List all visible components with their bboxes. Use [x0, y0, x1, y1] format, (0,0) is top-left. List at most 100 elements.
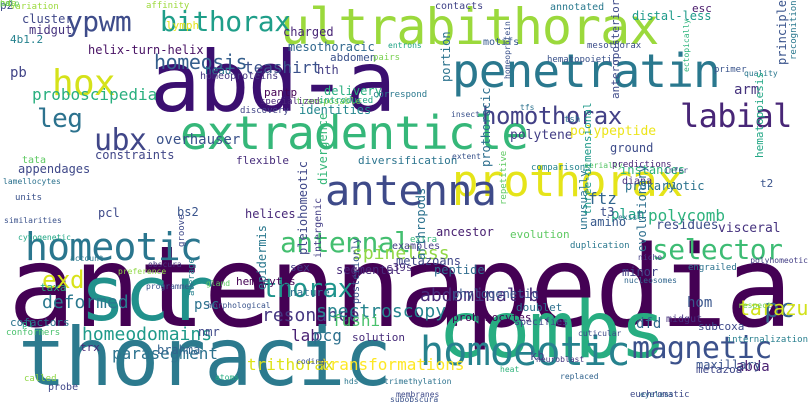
word-cloud-word: appendages — [18, 162, 91, 176]
word-cloud-word: instances — [620, 163, 686, 177]
word-cloud-word: repetitive — [499, 150, 509, 205]
word-cloud-word: variation — [10, 2, 59, 12]
word-cloud-word: subobscura — [390, 395, 439, 404]
word-cloud-word: lymph — [166, 19, 200, 32]
word-cloud-word: dfd — [636, 316, 662, 332]
word-cloud-word: evolution — [510, 228, 570, 241]
word-cloud-word: engrailed — [688, 263, 737, 273]
word-cloud-word: ultrabithorax — [280, 0, 659, 56]
word-cloud-word: hd — [0, 0, 11, 9]
word-cloud-word: helix-turn-helix — [88, 43, 204, 57]
word-cloud-word: pc — [764, 294, 795, 324]
word-cloud-word: divergence — [316, 112, 330, 185]
word-cloud-word: cluster — [22, 12, 73, 26]
word-cloud-word: serially — [584, 161, 623, 170]
word-cloud-word: conformers — [6, 328, 61, 338]
word-cloud-word: homeosis — [154, 50, 248, 74]
word-cloud-word: solution — [352, 331, 405, 344]
word-cloud-word: ancestor — [436, 225, 494, 239]
word-cloud-word: programmes — [146, 282, 195, 291]
word-cloud-word: coding — [296, 357, 325, 366]
word-cloud-word: quality — [744, 69, 778, 78]
word-cloud-word: amino — [590, 215, 627, 229]
word-cloud-word: tsh — [564, 115, 581, 125]
word-cloud-word: extradenticle — [180, 106, 529, 160]
word-cloud-word: t3 — [600, 205, 615, 219]
word-cloud-word: doublet — [516, 301, 563, 314]
word-cloud-word: epidermis — [255, 224, 269, 290]
word-cloud-word: transformations — [320, 355, 465, 374]
word-cloud-word: magnetic — [632, 331, 772, 366]
word-cloud-word: hox — [52, 63, 116, 104]
word-cloud-word: flexible — [236, 154, 289, 167]
word-cloud-word: palp — [0, 0, 20, 8]
word-cloud-word: portion — [439, 31, 453, 82]
word-cloud-word: nmr — [198, 325, 220, 339]
word-cloud-word: nature — [290, 286, 330, 299]
word-cloud-word: proboscipedia — [32, 85, 158, 104]
word-cloud-word: metazoa — [696, 363, 743, 376]
word-cloud-word: polyhomeotic — [750, 256, 808, 265]
word-cloud-word: prothoracic — [479, 87, 493, 167]
word-cloud-word: deformed — [42, 292, 129, 313]
word-cloud-word: pairs — [373, 53, 401, 63]
word-cloud-word: abdominal-b — [420, 285, 540, 306]
word-cloud-word: annotated — [550, 2, 605, 13]
word-cloud-word: maxillary — [696, 358, 762, 372]
word-cloud-word: groove — [177, 214, 187, 247]
word-cloud-word: t2 — [760, 177, 774, 190]
word-cloud-word: delivery — [324, 84, 382, 98]
word-cloud-word: polypeptide — [570, 124, 657, 139]
word-cloud-word: distal-less — [632, 9, 712, 23]
word-cloud-word: cofactors — [10, 316, 70, 329]
word-cloud-word: trithorax — [247, 355, 334, 374]
word-cloud-word: duplication — [570, 241, 630, 251]
word-cloud-word: pleiohomeotic — [296, 161, 310, 255]
word-cloud-word: homothorax — [482, 102, 622, 130]
word-cloud-word: lamellocytes — [3, 177, 61, 186]
word-cloud-word: comparisons — [531, 163, 591, 173]
word-cloud-word: obscura — [148, 260, 182, 269]
word-cloud-word: extra — [410, 235, 438, 245]
word-cloud-word: average — [187, 258, 197, 296]
word-cloud-word: taxa — [40, 281, 67, 294]
word-cloud-word: c39s — [386, 261, 413, 274]
word-cloud-word: thoracic — [18, 311, 392, 404]
word-cloud-word: pantp — [264, 86, 298, 99]
word-cloud-word: contacts — [435, 1, 484, 12]
word-cloud-word: entrons — [388, 41, 422, 50]
word-cloud-word: introduced — [319, 96, 374, 106]
word-cloud-word: combs — [438, 286, 667, 376]
word-cloud-word: hds — [344, 377, 359, 386]
word-cloud-word: membranes — [396, 390, 440, 399]
word-cloud-word: preference — [118, 267, 167, 276]
word-cloud-word: pb — [10, 65, 27, 81]
word-cloud-word: examples — [392, 241, 441, 252]
word-cloud-word: hematopoietic — [547, 55, 618, 65]
word-cloud-word: abdomen — [330, 51, 377, 64]
word-cloud-word: eyeless — [640, 390, 674, 399]
word-cloud-word: cytogenetic — [18, 233, 71, 242]
word-cloud-word: head — [205, 64, 232, 77]
word-cloud-word: predictions — [612, 160, 672, 170]
word-cloud-word: insect — [451, 110, 480, 119]
word-cloud-word: t1 — [665, 181, 678, 192]
word-cloud-word: affinity — [146, 1, 190, 11]
word-cloud-word: respect — [738, 301, 772, 310]
word-cloud-word: parasegment — [112, 344, 218, 363]
word-cloud-word: tarazu — [738, 296, 808, 320]
word-cloud-word: segmental — [336, 263, 402, 277]
word-cloud-word: three-dimensional — [581, 102, 594, 215]
word-cloud-word: resonance — [262, 305, 360, 326]
word-cloud-word: account — [70, 254, 104, 263]
word-cloud-word: spectroscopy — [316, 301, 447, 322]
word-cloud-word: mesothoracic — [288, 40, 375, 54]
word-cloud-word: posteriorly — [351, 237, 362, 304]
word-cloud-word: constraints — [95, 148, 175, 162]
word-cloud-word: nucleosomes — [624, 276, 677, 285]
word-cloud-word: leg — [37, 104, 83, 134]
word-cloud-word: polycomb — [648, 206, 726, 225]
word-cloud-word: abda — [736, 359, 770, 375]
word-cloud-word: probe — [48, 382, 79, 393]
word-cloud-word: bithorax — [160, 5, 291, 38]
